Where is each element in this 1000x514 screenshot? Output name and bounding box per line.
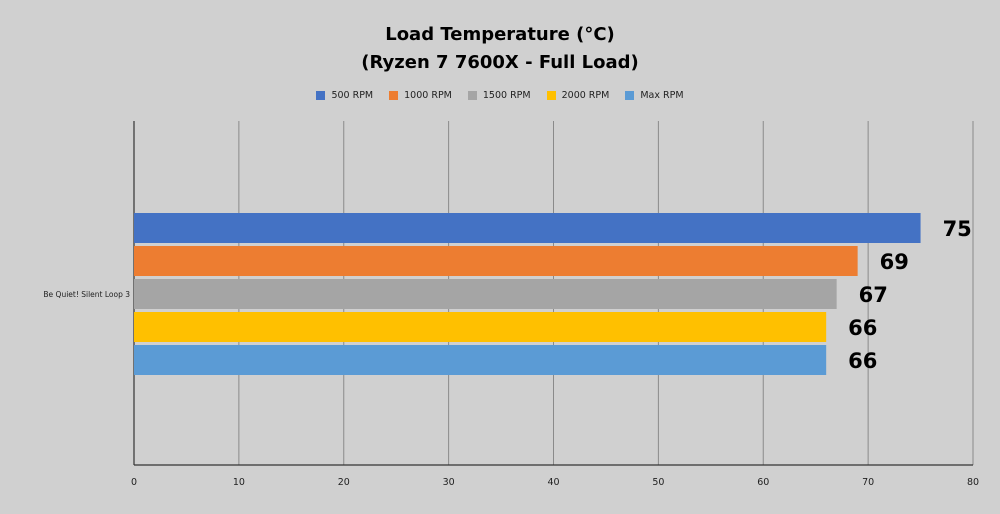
legend-swatch: [389, 91, 399, 100]
data-label: 67: [859, 283, 888, 307]
legend-label: 1500 RPM: [482, 90, 531, 101]
bar: [134, 345, 827, 375]
legend-label: 1000 RPM: [404, 90, 452, 101]
legend-swatch: [625, 91, 635, 100]
x-tick-label: 20: [338, 477, 350, 488]
legend-swatch: [546, 91, 556, 100]
chart-legend: 500 RPM 1000 RPM 1500 RPM 2000 RPM Max RPM: [0, 90, 1000, 101]
legend-item: 2000 RPM: [546, 90, 610, 101]
y-category-label: Be Quiet! Silent Loop 3: [43, 290, 130, 299]
bar: [134, 312, 827, 342]
legend-item: 500 RPM: [316, 90, 373, 101]
data-label: 66: [848, 349, 877, 373]
bar: [134, 279, 837, 309]
bar: [134, 213, 921, 243]
x-tick-label: 80: [967, 477, 979, 488]
legend-item: Max RPM: [625, 90, 684, 101]
legend-label: 2000 RPM: [561, 90, 610, 101]
legend-label: Max RPM: [640, 90, 684, 101]
chart-title: Load Temperature (°C): [385, 24, 615, 45]
x-tick-label: 30: [443, 477, 455, 488]
data-label: 66: [848, 316, 877, 340]
legend-item: 1000 RPM: [389, 90, 452, 101]
x-tick-label: 50: [652, 477, 664, 488]
x-tick-label: 40: [547, 477, 559, 488]
bar: [134, 246, 858, 276]
legend-item: 1500 RPM: [467, 90, 531, 101]
legend-swatch: [316, 91, 326, 100]
x-tick-label: 0: [131, 477, 137, 488]
legend-swatch: [467, 91, 477, 100]
chart-subtitle: (Ryzen 7 7600X - Full Load): [361, 52, 639, 73]
legend-label: 500 RPM: [331, 90, 374, 101]
x-tick-label: 60: [757, 477, 769, 488]
x-tick-label: 70: [862, 477, 874, 488]
x-tick-label: 10: [233, 477, 245, 488]
data-label: 75: [943, 217, 972, 241]
data-label: 69: [880, 250, 909, 274]
